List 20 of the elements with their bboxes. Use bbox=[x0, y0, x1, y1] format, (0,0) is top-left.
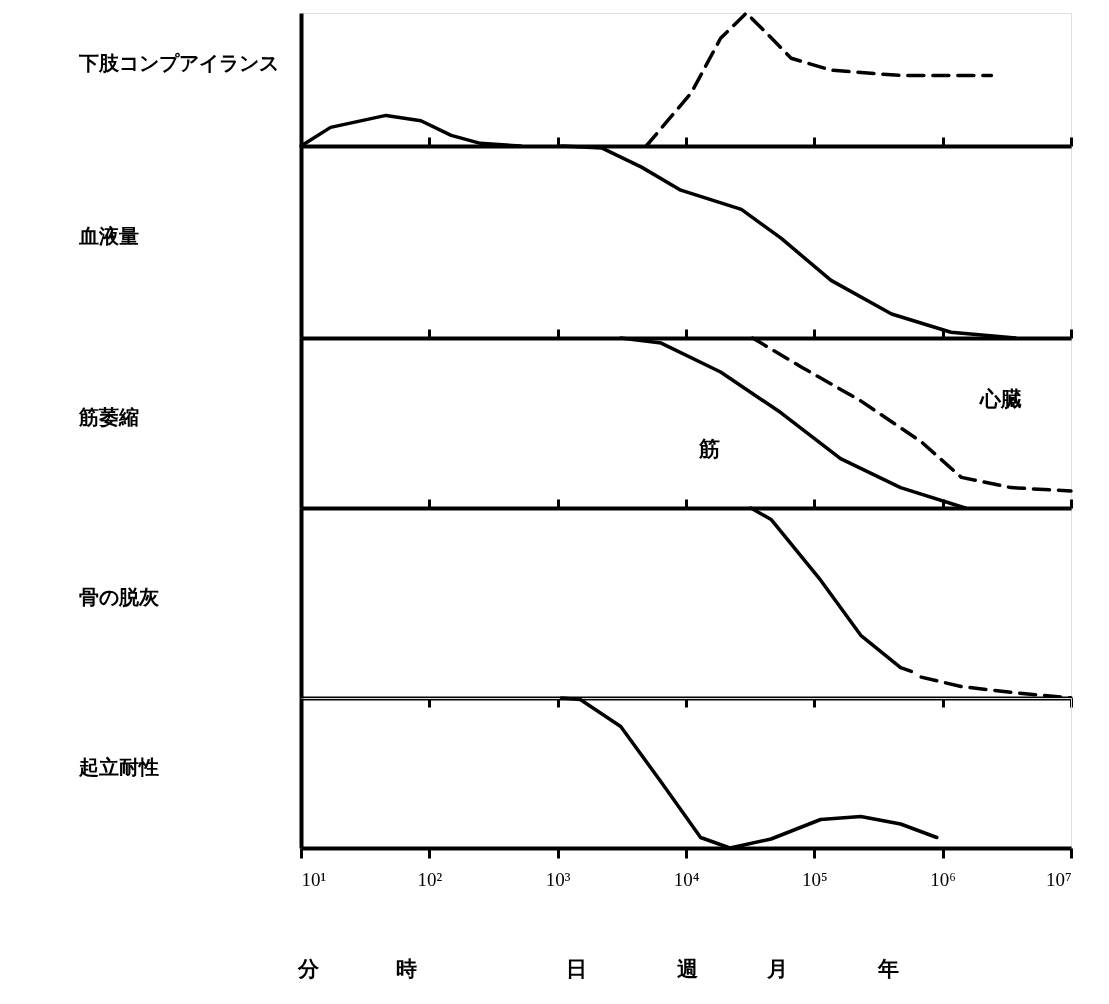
text: 週 bbox=[676, 957, 698, 981]
y-axis-title: 起立耐性 bbox=[77, 754, 159, 779]
annotation: 心臓 bbox=[979, 387, 1022, 411]
text: 日 bbox=[565, 957, 587, 981]
x-tick-label: 10⁴ bbox=[673, 868, 700, 890]
text: 分 bbox=[296, 957, 320, 981]
annotation: 筋 bbox=[697, 437, 720, 461]
x-tick-label: 10⁷ bbox=[1045, 868, 1072, 890]
y-axis-title: 下肢コンプアイランス bbox=[77, 50, 279, 75]
y-axis-title: 骨の脱灰 bbox=[78, 584, 160, 609]
x-tick-label: 10¹ bbox=[301, 868, 327, 890]
y-axis-title: 血液量 bbox=[77, 223, 139, 248]
x-tick-label: 10⁶ bbox=[930, 868, 956, 890]
x-tick-label: 10² bbox=[417, 868, 443, 890]
text: 年 bbox=[876, 957, 899, 981]
x-tick-label: 10⁵ bbox=[802, 868, 828, 890]
text: 月 bbox=[765, 957, 788, 981]
x-tick-label: 10³ bbox=[545, 868, 571, 890]
y-axis-title: 筋萎縮 bbox=[77, 404, 139, 429]
text: 時 bbox=[395, 957, 417, 981]
